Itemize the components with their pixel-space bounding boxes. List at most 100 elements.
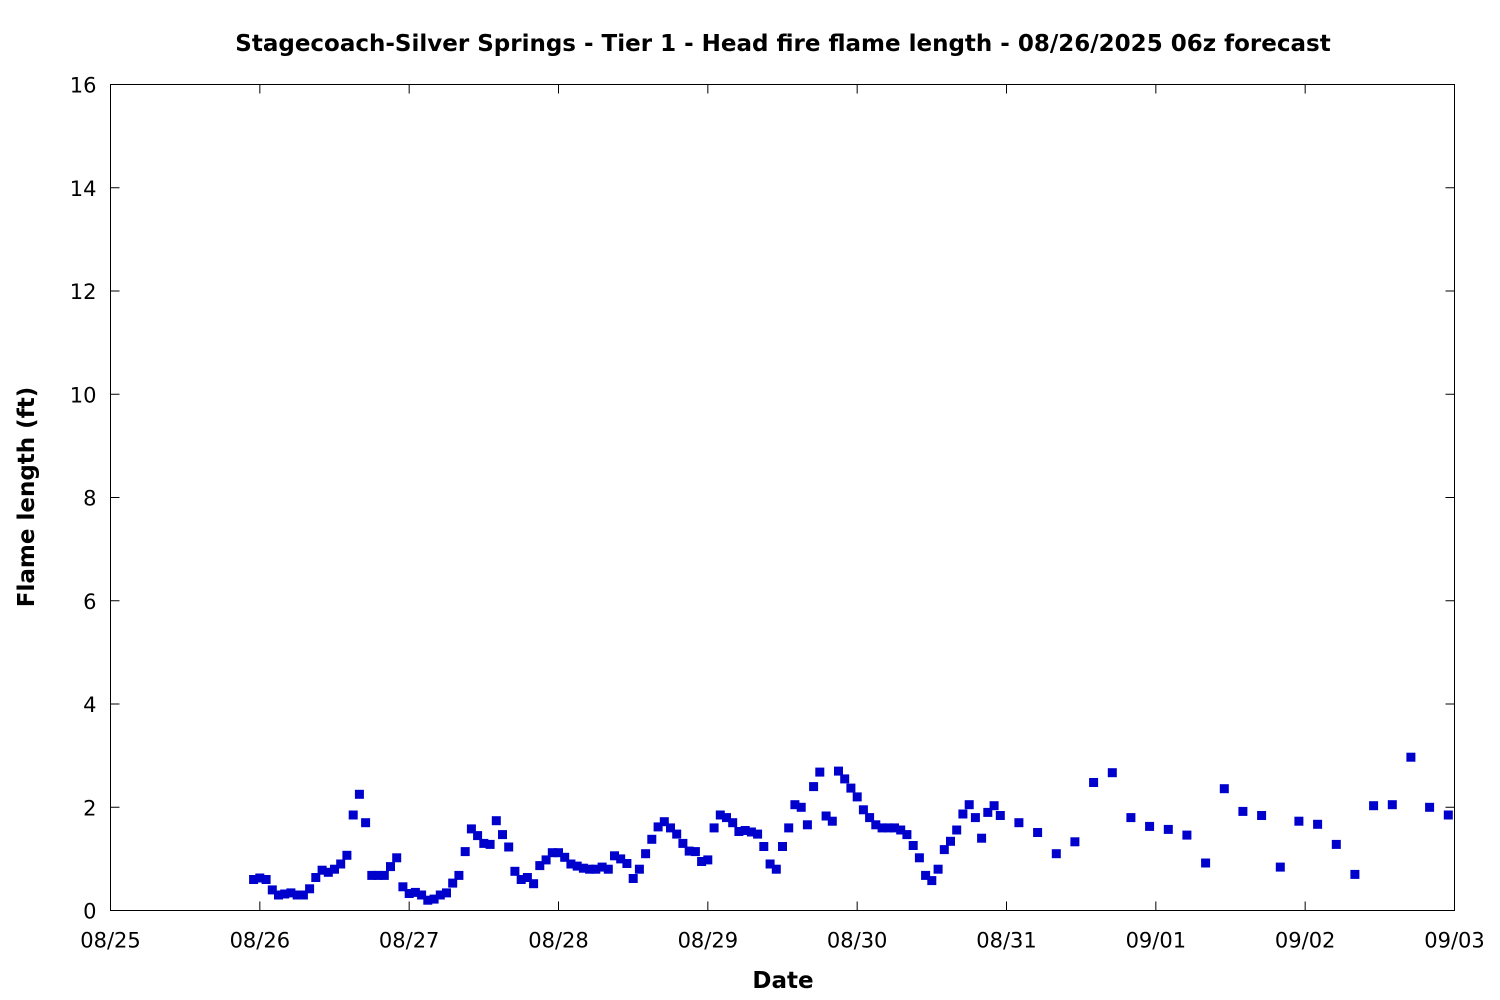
data-point [354, 789, 364, 799]
data-point [610, 851, 619, 861]
data-point [896, 825, 906, 835]
data-point [865, 813, 875, 823]
data-point [522, 873, 532, 882]
plot-frame [110, 84, 1455, 911]
data-point [703, 855, 713, 865]
data-point [728, 818, 738, 828]
data-point [765, 859, 775, 869]
data-point [1033, 828, 1043, 837]
data-point [535, 861, 545, 871]
data-point [740, 826, 750, 835]
x-axis-label: Date [752, 968, 813, 994]
data-point [684, 846, 694, 856]
data-point [746, 827, 756, 837]
data-point [672, 829, 682, 839]
y-tick-label: 10 [70, 383, 97, 407]
y-tick-label: 14 [70, 177, 97, 201]
data-point [1331, 839, 1341, 849]
tick-labels: 08/25 08/26 08/27 08/28 08/29 08/30 08/31 09/01… [70, 74, 1485, 953]
data-point [983, 807, 993, 817]
data-point [249, 875, 259, 884]
data-point [547, 848, 557, 858]
data-point [753, 829, 763, 839]
data-point [933, 864, 943, 874]
data-point [784, 823, 794, 833]
data-point [628, 874, 638, 883]
data-point [554, 848, 563, 858]
y-tick-label: 12 [70, 280, 97, 304]
data-point [653, 822, 663, 832]
data-point [877, 823, 887, 833]
data-point [1257, 811, 1267, 820]
data-point [902, 830, 912, 840]
x-tick-label: 08/30 [827, 929, 888, 953]
data-point [267, 885, 277, 895]
x-tick-label: 09/03 [1424, 929, 1485, 953]
data-point [771, 864, 781, 874]
data-point [1238, 806, 1248, 816]
data-point [1051, 849, 1061, 859]
data-point [1126, 813, 1136, 823]
data-point [927, 876, 937, 886]
data-point [890, 823, 899, 833]
data-point [448, 878, 458, 888]
y-tick-label: 4 [83, 693, 96, 717]
data-point [1089, 778, 1099, 787]
x-tick-label: 08/28 [528, 929, 589, 953]
data-point [952, 825, 962, 835]
data-point [659, 817, 669, 827]
data-point [379, 870, 389, 880]
data-point [361, 818, 371, 828]
y-tick-label: 2 [83, 796, 96, 820]
data-point [921, 870, 931, 880]
axis-ticks [110, 84, 1455, 911]
data-point [790, 800, 800, 810]
data-point [840, 774, 850, 784]
data-point [566, 859, 576, 869]
data-point [336, 859, 346, 869]
data-point [821, 811, 831, 821]
x-tick-label: 08/29 [678, 929, 739, 953]
data-point [939, 845, 949, 855]
data-point [641, 849, 651, 859]
data-point [491, 816, 501, 826]
data-point [367, 870, 377, 880]
data-point [578, 863, 588, 873]
data-points [249, 752, 1453, 905]
data-point [1182, 830, 1192, 840]
data-point [591, 864, 601, 874]
data-point [802, 820, 812, 830]
data-point [690, 847, 700, 857]
data-point [429, 894, 439, 904]
data-point [846, 783, 856, 793]
data-point [510, 866, 520, 876]
data-point [970, 813, 980, 823]
data-point [759, 842, 769, 851]
data-point [715, 810, 725, 820]
data-point [1219, 784, 1229, 794]
data-point [435, 890, 445, 900]
data-point [473, 831, 483, 841]
x-tick-label: 08/26 [230, 929, 291, 953]
data-point [827, 816, 837, 826]
data-point [1145, 821, 1155, 831]
data-point [286, 888, 296, 898]
data-point [958, 809, 968, 819]
data-point [1294, 816, 1304, 826]
data-point [398, 882, 408, 892]
data-point [1313, 819, 1323, 829]
data-point [485, 839, 495, 849]
data-point [778, 842, 787, 851]
data-point [516, 875, 526, 884]
data-point [1275, 862, 1285, 872]
data-point [622, 859, 632, 868]
data-point [634, 864, 644, 874]
data-point [647, 834, 657, 844]
y-axis-label: Flame length (ft) [14, 387, 40, 607]
data-point [914, 853, 924, 863]
y-tick-label: 8 [83, 487, 96, 511]
data-point [709, 823, 719, 833]
data-point [1369, 801, 1379, 811]
data-point [852, 792, 862, 802]
